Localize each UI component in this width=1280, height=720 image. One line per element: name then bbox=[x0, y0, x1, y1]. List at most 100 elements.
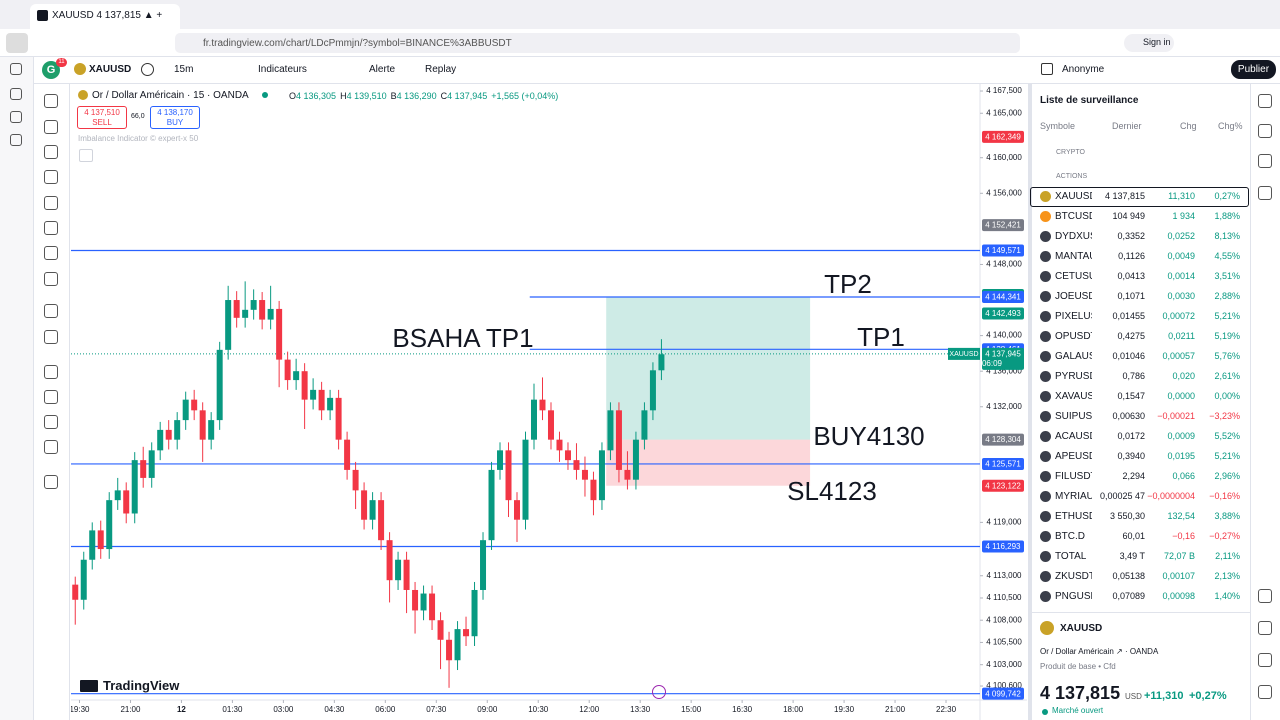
row-last: 0,05138 bbox=[1112, 571, 1145, 581]
tab-title: XAUUSD 4 137,815 ▲ +0.27% Ar bbox=[52, 10, 162, 21]
row-symbol: OPUSDT bbox=[1055, 331, 1092, 342]
x-tick-label: 15:00 bbox=[681, 705, 702, 714]
row-symbol: CETUSUS bbox=[1055, 271, 1092, 282]
avatar[interactable]: G bbox=[42, 61, 60, 79]
x-tick-label: 03:00 bbox=[273, 705, 294, 714]
row-symbol: BTCUSD bbox=[1055, 211, 1092, 222]
panel-icon bbox=[1258, 186, 1272, 200]
detail-change-pct: +0,27% bbox=[1189, 690, 1227, 702]
tool-icon[interactable] bbox=[44, 120, 58, 134]
tool-icon[interactable] bbox=[44, 246, 58, 260]
row-chgp: 5,21% bbox=[1214, 451, 1240, 461]
collapse[interactable] bbox=[79, 149, 93, 162]
row-icon bbox=[1040, 211, 1051, 222]
candle-body bbox=[327, 397, 334, 411]
candle-body bbox=[131, 460, 138, 514]
x-tick-label: 07:30 bbox=[426, 705, 447, 714]
y-tick-label: 4 167,500 bbox=[986, 86, 1022, 95]
replay[interactable]: Replay bbox=[425, 64, 457, 75]
publish[interactable]: Publier bbox=[1231, 60, 1276, 79]
candle-body bbox=[514, 500, 521, 520]
row-chgp: 8,13% bbox=[1214, 231, 1240, 241]
watchlist-title[interactable]: Liste de surveillance bbox=[1040, 95, 1139, 106]
candle-body bbox=[658, 354, 665, 371]
candle-body bbox=[446, 639, 453, 661]
ohlc-key: O bbox=[289, 91, 297, 101]
row-chg: 132,54 bbox=[1167, 511, 1195, 521]
row-icon bbox=[1040, 271, 1051, 282]
tool-icon[interactable] bbox=[44, 145, 58, 159]
candle-body bbox=[259, 300, 266, 320]
sell-price: 4 137,510 bbox=[84, 108, 120, 117]
candle-body bbox=[284, 359, 291, 381]
buy-button[interactable]: 4 138,170 BUY bbox=[150, 106, 200, 129]
row-last: 0,00025 47 bbox=[1099, 491, 1145, 501]
candle-body bbox=[454, 629, 461, 661]
tool-icon[interactable] bbox=[44, 272, 58, 286]
candle-body bbox=[590, 479, 597, 501]
detail-symbol: XAUUSD bbox=[1060, 623, 1103, 634]
candle-body bbox=[276, 308, 283, 360]
tool-icon[interactable] bbox=[44, 304, 58, 318]
tool-icon[interactable] bbox=[44, 365, 58, 379]
tab[interactable] bbox=[30, 4, 180, 29]
row-chg: 0,0049 bbox=[1167, 251, 1195, 261]
tool-icon[interactable] bbox=[44, 94, 58, 108]
x-tick-label: 04:30 bbox=[324, 705, 345, 714]
section[interactable]: ACTIONS bbox=[1056, 173, 1088, 180]
row-icon bbox=[1040, 511, 1051, 522]
sidebar-icon bbox=[10, 88, 22, 100]
row-chg: 0,00057 bbox=[1162, 351, 1195, 361]
indicators[interactable]: Indicateurs bbox=[258, 64, 307, 75]
row-chgp: 0,27% bbox=[1214, 191, 1240, 201]
tool-icon[interactable] bbox=[44, 390, 58, 404]
alert[interactable]: Alerte bbox=[369, 64, 396, 75]
row-icon bbox=[1040, 491, 1051, 502]
user[interactable]: Anonyme bbox=[1062, 64, 1105, 75]
candle-body bbox=[598, 450, 605, 501]
tool-icon[interactable] bbox=[44, 475, 58, 489]
tool-icon[interactable] bbox=[44, 440, 58, 454]
sidebar-icon bbox=[10, 134, 22, 146]
ohlc-value: 4 136,290 bbox=[396, 91, 437, 101]
symbol[interactable]: XAUUSD bbox=[89, 64, 132, 75]
panel-icon bbox=[1258, 124, 1272, 138]
url-box[interactable] bbox=[175, 33, 1020, 53]
row-chg: 0,00072 bbox=[1162, 311, 1195, 321]
compare-icon[interactable] bbox=[141, 63, 154, 76]
row-chgp: 2,61% bbox=[1214, 371, 1240, 381]
ohlc-value: 4 139,510 bbox=[346, 91, 387, 101]
price-tag-label: 4 125,571 bbox=[985, 460, 1021, 469]
row-last: 2,294 bbox=[1122, 471, 1145, 481]
stop-zone bbox=[606, 439, 811, 486]
panel-icon bbox=[1258, 154, 1272, 168]
tool-icon[interactable] bbox=[44, 196, 58, 210]
col-chg: Chg bbox=[1180, 121, 1197, 131]
candle-body bbox=[250, 300, 257, 310]
sign-in[interactable]: Sign in bbox=[1124, 34, 1174, 52]
sell-button[interactable]: 4 137,510 SELL bbox=[77, 106, 127, 129]
candle-body bbox=[547, 410, 554, 440]
candle-body bbox=[114, 490, 121, 501]
tool-icon[interactable] bbox=[44, 330, 58, 344]
tool-icon[interactable] bbox=[44, 415, 58, 429]
price-tag-label: 4 128,304 bbox=[985, 435, 1021, 444]
row-chgp: 2,96% bbox=[1214, 471, 1240, 481]
row-icon bbox=[1040, 311, 1051, 322]
row-chgp: −0,27% bbox=[1209, 531, 1240, 541]
row-icon bbox=[1040, 431, 1051, 442]
interval[interactable]: 15m bbox=[174, 64, 194, 75]
candle-body bbox=[89, 530, 96, 560]
tool-icon[interactable] bbox=[44, 221, 58, 235]
row-chgp: −0,16% bbox=[1209, 491, 1240, 501]
price-axis bbox=[980, 84, 1027, 720]
sidebar-toggle[interactable] bbox=[6, 33, 28, 53]
y-tick-label: 4 136,000 bbox=[986, 366, 1022, 375]
section[interactable]: CRYPTO bbox=[1056, 149, 1085, 156]
row-chgp: 3,51% bbox=[1214, 271, 1240, 281]
layout-icon[interactable] bbox=[1041, 63, 1053, 75]
event-marker[interactable] bbox=[652, 685, 666, 699]
tool-icon[interactable] bbox=[44, 170, 58, 184]
annotation: BSAHA TP1 bbox=[392, 323, 533, 353]
x-tick-label: 13:30 bbox=[630, 705, 651, 714]
